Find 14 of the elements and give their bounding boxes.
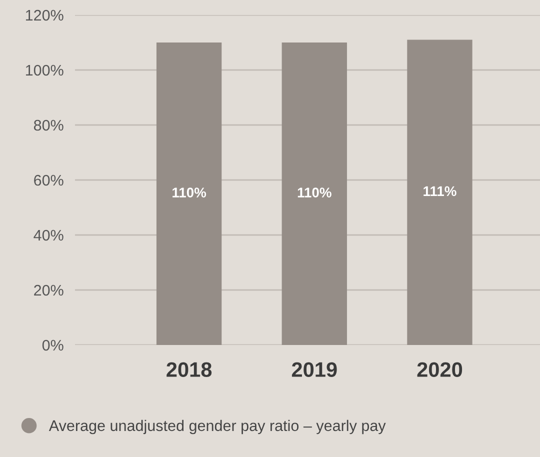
data-label: 111% (424, 186, 456, 196)
y-tick-label: 40% (34, 230, 64, 241)
data-label: 110% (172, 188, 206, 198)
y-tick-label: 80% (34, 120, 64, 131)
x-tick-label: 2020 (417, 362, 462, 377)
data-label: 110% (298, 188, 332, 198)
y-tick-label: 20% (34, 284, 64, 296)
y-tick-label: 0% (42, 340, 64, 351)
y-tick-label: 100% (26, 64, 64, 76)
y-tick-label: 120% (26, 10, 64, 21)
y-tick-label: 60% (34, 174, 64, 186)
legend-label: Average unadjusted gender pay ratio – yearly pay (48, 420, 386, 434)
x-tick-label: 2018 (166, 362, 212, 377)
x-tick-label: 2019 (292, 362, 337, 377)
